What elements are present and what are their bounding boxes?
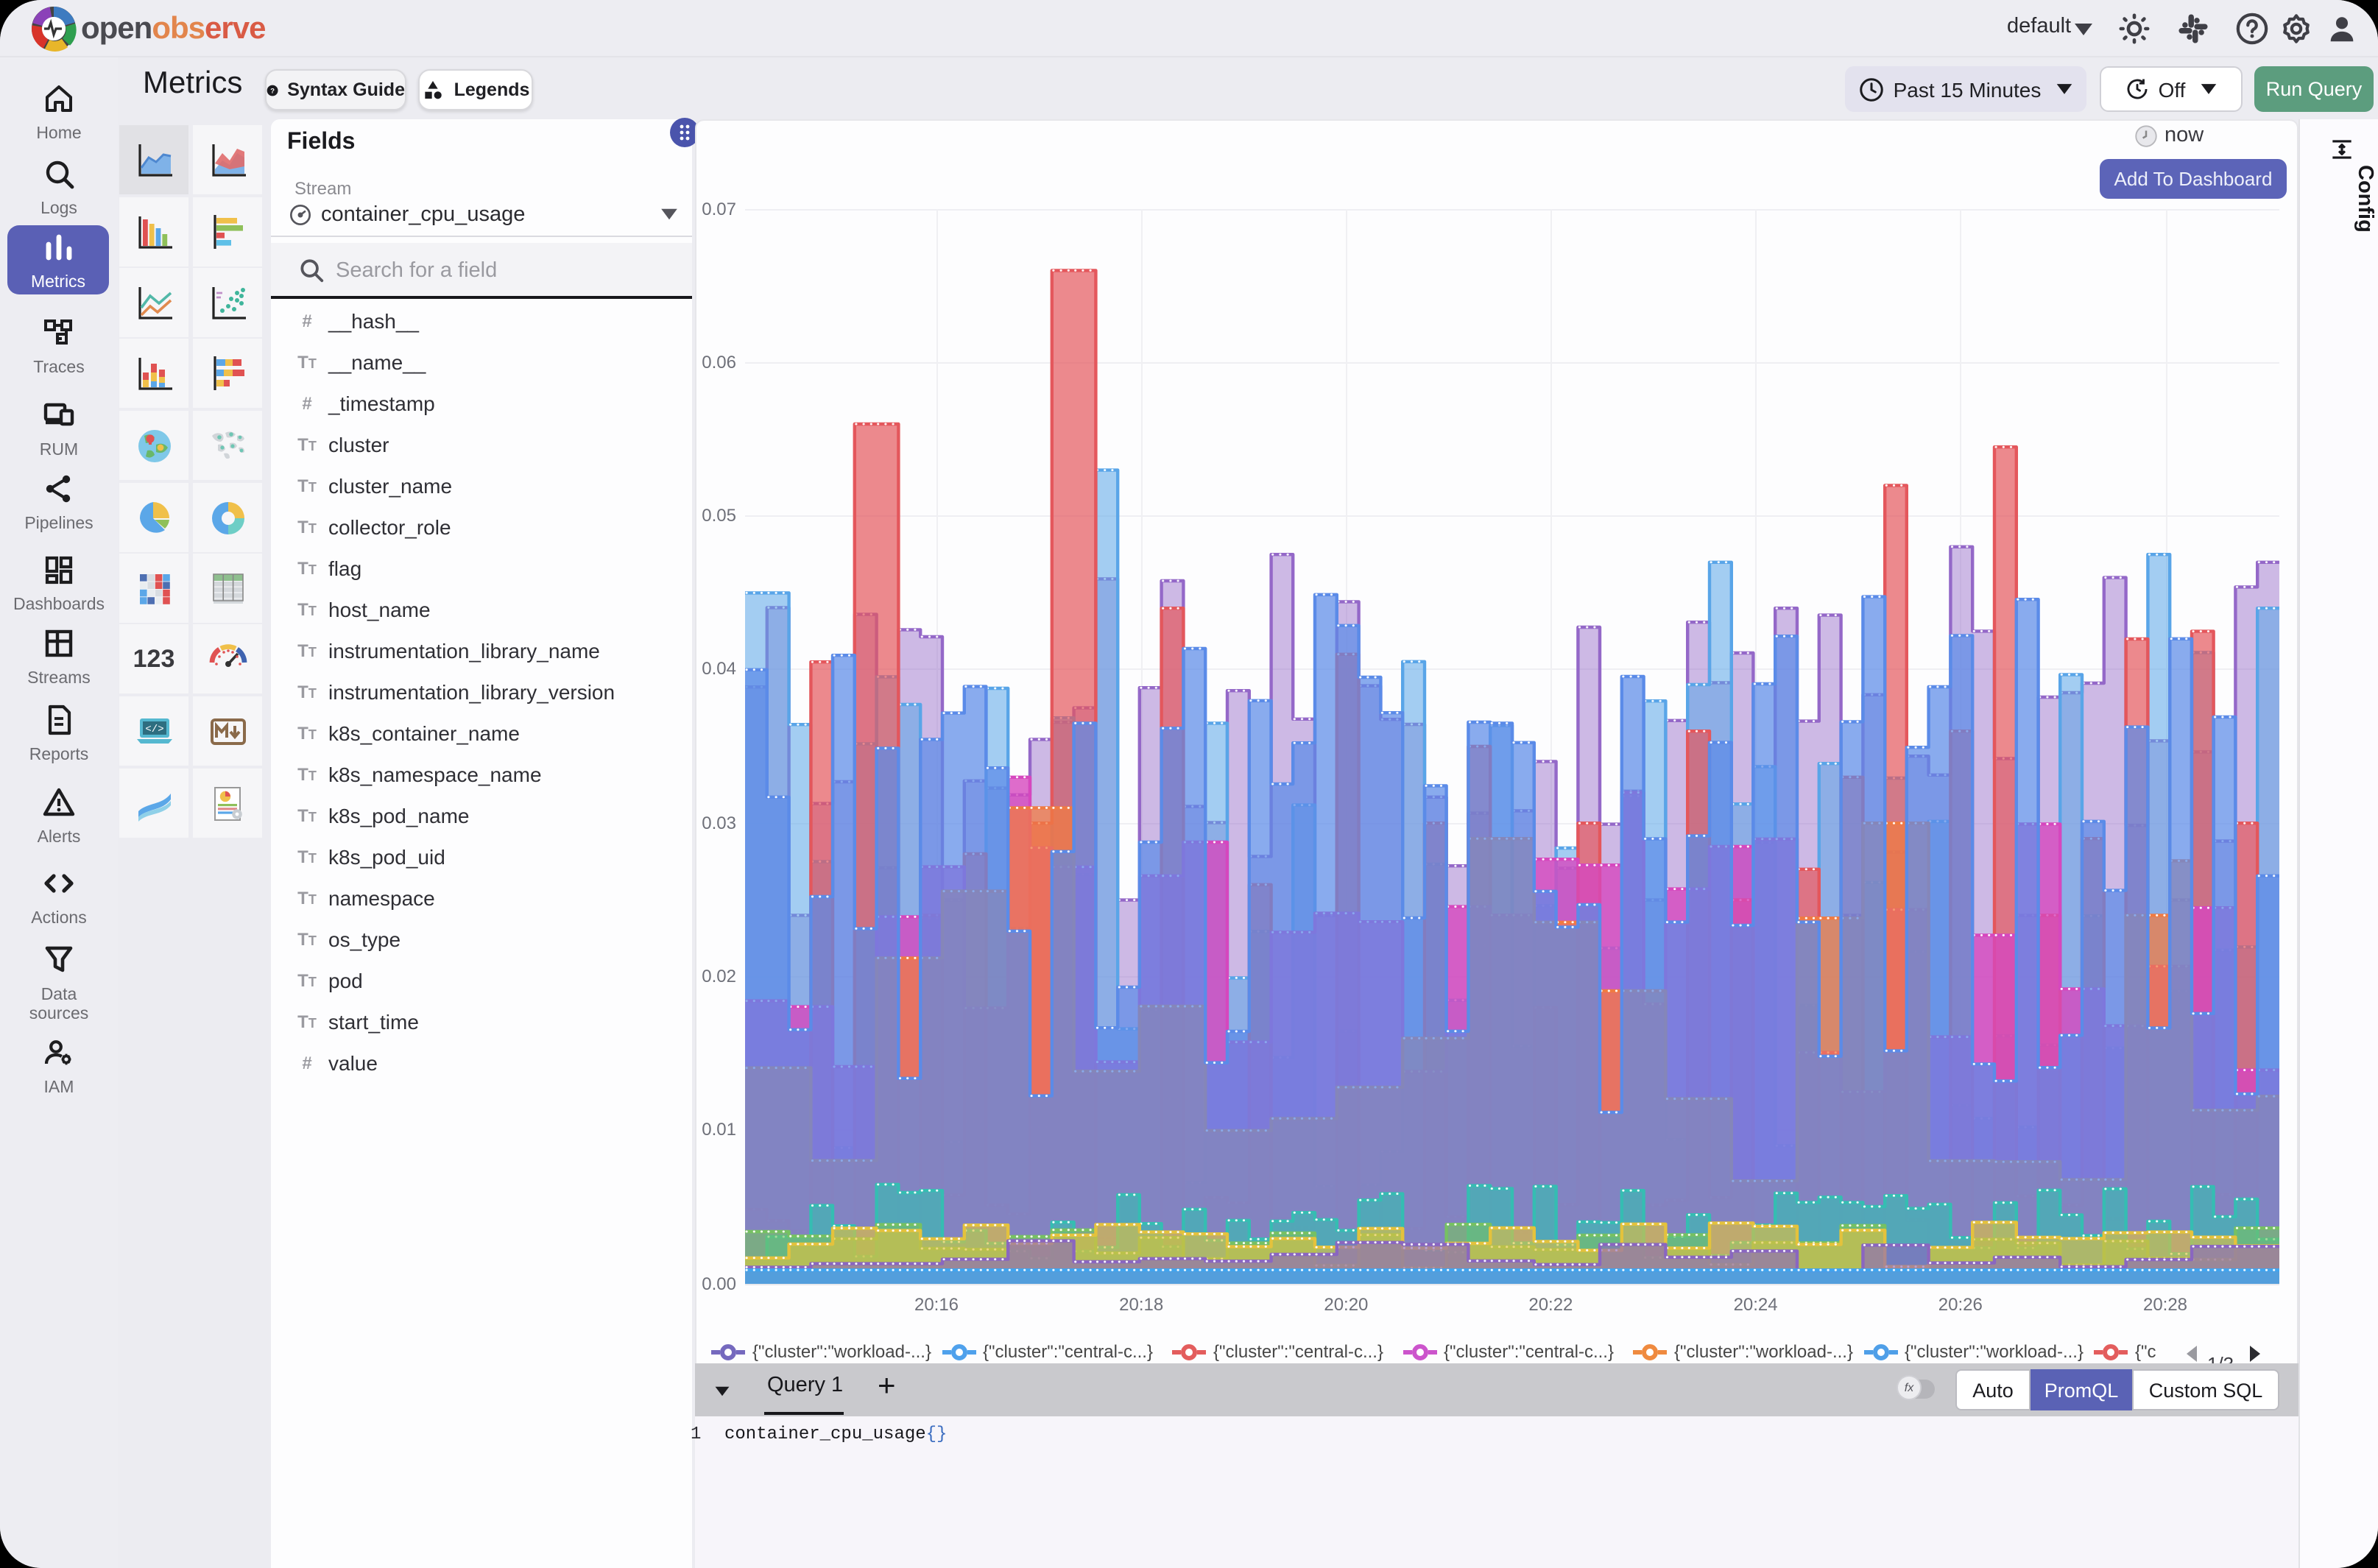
svg-text:</>: </> [144, 723, 163, 735]
svg-text:?: ? [270, 86, 275, 94]
